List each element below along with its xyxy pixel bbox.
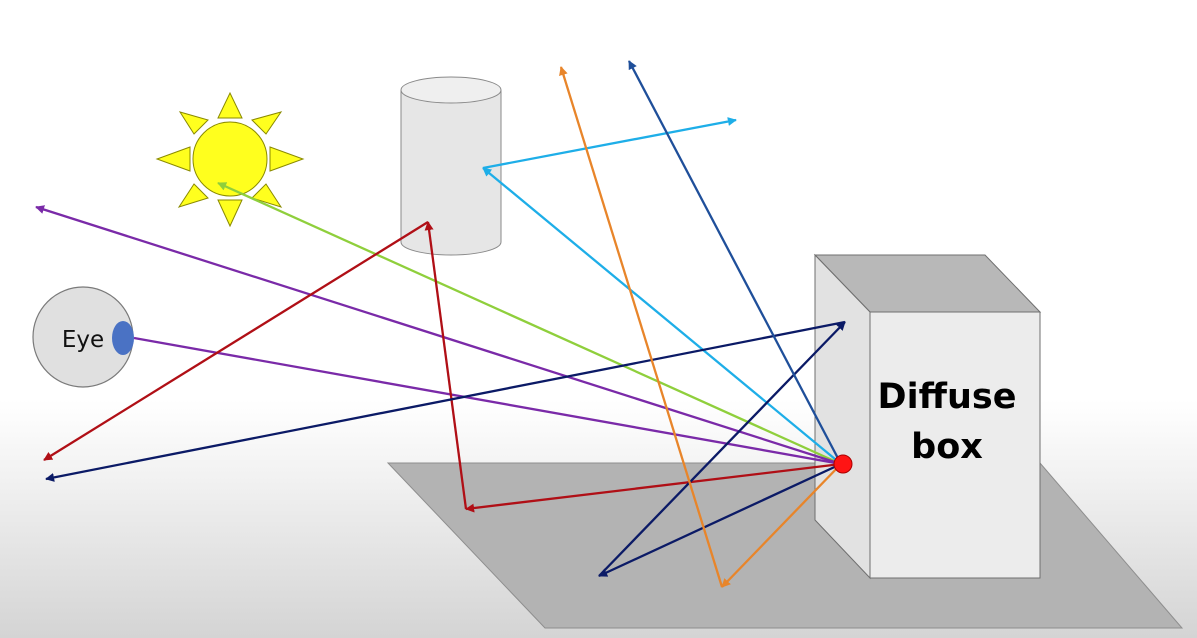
ray-orange-to-floor	[721, 463, 842, 588]
rays	[35, 60, 846, 588]
ground-plane	[386, 462, 1184, 629]
ray-navy-floor-to-box	[598, 321, 846, 577]
ray-steel-up	[627, 60, 843, 465]
cylinder-top	[400, 76, 502, 104]
box-label-line2: box	[911, 427, 983, 467]
sun-disc	[192, 121, 268, 197]
hit-point	[833, 454, 853, 474]
ray-orange-floor-up	[559, 66, 724, 588]
ray-sun-to-box	[217, 181, 842, 466]
eye-icon: Eye	[32, 286, 134, 388]
ray-red-to-floor	[465, 462, 842, 513]
sun-ray-bottom-left	[177, 183, 209, 208]
sun-icon	[155, 91, 305, 228]
sun-ray-top	[217, 91, 243, 119]
ray-cyan-to-cylinder	[482, 167, 842, 465]
sun-ray-right	[269, 146, 305, 172]
box-front-face	[869, 311, 1041, 579]
sun-ray-left	[155, 146, 191, 172]
sun-ray-top-right	[251, 111, 283, 135]
sun-ray-top-left	[178, 111, 209, 135]
eye-pupil	[112, 321, 134, 355]
box-label-line1: Diffuse	[878, 377, 1017, 417]
ray-cyan-reflect	[482, 117, 737, 170]
ray-red-floor-to-cylinder	[424, 221, 468, 510]
sun-ray-bottom-right	[251, 183, 283, 208]
ray-navy-to-floor	[598, 462, 842, 578]
sun-ray-bottom	[217, 199, 243, 228]
eye-label: Eye	[62, 327, 104, 353]
diffuse-box: Diffuse box	[813, 253, 1042, 580]
cylinder-body	[400, 90, 502, 256]
ray-red-cylinder-to-left	[43, 221, 429, 461]
ray-navy-box-to-left	[45, 320, 846, 482]
ray-eye-to-box	[133, 336, 842, 466]
cylinder-icon	[400, 76, 502, 256]
ray-purple-reflect	[35, 205, 842, 466]
